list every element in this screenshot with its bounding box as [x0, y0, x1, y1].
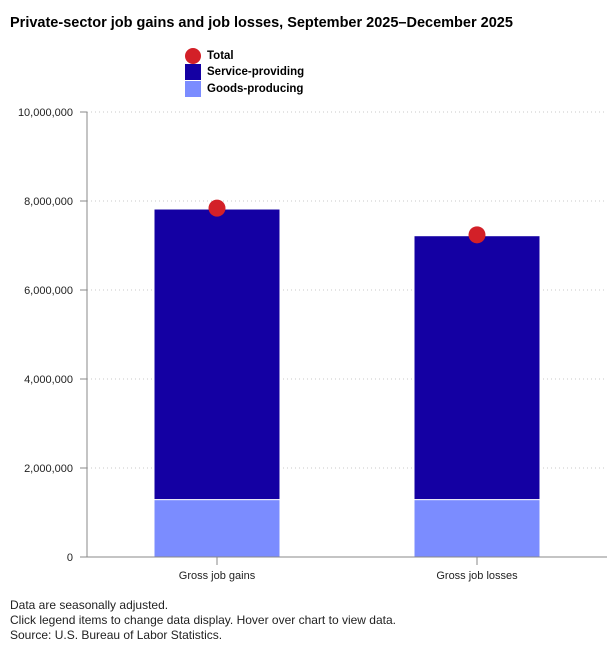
- x-tick-label: Gross job gains: [179, 570, 256, 582]
- y-tick-label: 10,000,000: [18, 107, 73, 119]
- bar-service-providing: [413, 235, 541, 501]
- footnote-instructions: Click legend items to change data displa…: [10, 613, 396, 627]
- chart-title: Private-sector job gains and job losses,…: [10, 15, 513, 31]
- legend-service-providing-label: Service-providing: [207, 66, 305, 78]
- marker-total: [208, 199, 226, 217]
- legend-item-goods-producing[interactable]: Goods-producing: [185, 81, 303, 97]
- footnote-seasonal: Data are seasonally adjusted.: [10, 598, 169, 612]
- legend-item-service-providing[interactable]: Service-providing: [185, 64, 304, 80]
- bar-goods-producing: [153, 499, 281, 558]
- y-tick-label: 2,000,000: [24, 463, 73, 475]
- bar-goods-producing: [413, 499, 541, 558]
- y-tick-label: 8,000,000: [24, 196, 73, 208]
- x-tick-label: Gross job losses: [436, 570, 518, 582]
- legend-service-providing-swatch-icon: [185, 64, 201, 80]
- chart-plot[interactable]: 0 2,000,000 4,000,000 6,000,000 8,000,000 10,…: [0, 0, 607, 590]
- y-tick-label: 0: [67, 552, 73, 564]
- legend-goods-producing-swatch-icon: [185, 81, 201, 97]
- marker-total: [468, 226, 486, 244]
- y-tick-label: 6,000,000: [24, 285, 73, 297]
- legend-goods-producing-label: Goods-producing: [207, 83, 304, 95]
- footnote-source: Source: U.S. Bureau of Labor Statistics.: [10, 628, 223, 642]
- legend-total-marker-icon: [185, 48, 201, 64]
- legend-total-label: Total: [207, 50, 234, 62]
- legend-item-total[interactable]: Total: [185, 48, 234, 64]
- bar-service-providing: [153, 208, 281, 501]
- y-tick-label: 4,000,000: [24, 374, 73, 386]
